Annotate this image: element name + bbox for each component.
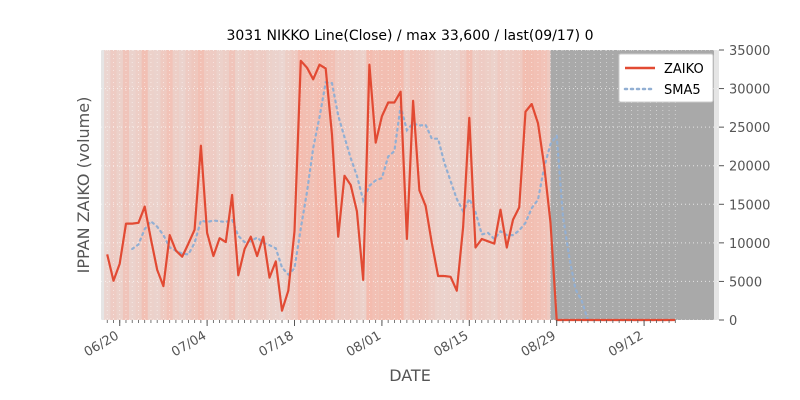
shade-band	[497, 50, 504, 320]
shade-band	[378, 50, 386, 320]
shade-band	[135, 50, 142, 320]
shade-band	[247, 50, 254, 320]
shade-band	[447, 50, 454, 320]
shade-band	[528, 50, 535, 320]
shade-band	[235, 50, 242, 320]
shade-band	[403, 50, 410, 320]
shade-band	[491, 50, 498, 320]
shade-band	[147, 50, 155, 320]
legend: ZAIKO SMA5	[618, 53, 714, 103]
shade-band	[441, 50, 448, 320]
shade-band	[328, 50, 336, 320]
shade-band	[160, 50, 167, 320]
shade-band	[241, 50, 248, 320]
shade-band	[260, 50, 267, 320]
x-tick-label: 08/29	[519, 328, 559, 360]
y-tick-label: 25000	[729, 121, 770, 136]
x-tick-label: 08/01	[344, 328, 384, 360]
shade-band	[291, 50, 298, 320]
shade-band	[285, 50, 292, 320]
x-tick-label: 09/12	[606, 328, 646, 360]
shade-band	[110, 50, 117, 320]
shade-band	[179, 50, 186, 320]
x-tick-label: 08/15	[431, 328, 471, 360]
shade-band	[303, 50, 311, 320]
shade-band	[210, 50, 217, 320]
legend-sma5-label: SMA5	[664, 83, 701, 98]
shade-band	[116, 50, 123, 320]
shade-band	[353, 50, 361, 320]
shade-band	[297, 50, 304, 320]
shade-band	[253, 50, 261, 320]
shade-band	[466, 50, 473, 320]
shade-band	[104, 50, 111, 320]
shade-band	[360, 50, 367, 320]
shade-band	[166, 50, 173, 320]
shade-band	[547, 50, 551, 320]
shade-band	[478, 50, 485, 320]
shade-band	[522, 50, 529, 320]
shade-band	[422, 50, 429, 320]
shade-band	[322, 50, 329, 320]
shade-band	[272, 50, 279, 320]
y-tick-label: 15000	[729, 198, 770, 213]
shade-band	[172, 50, 180, 320]
shade-band	[434, 50, 442, 320]
shade-band	[222, 50, 229, 320]
shade-band	[428, 50, 435, 320]
shade-band	[509, 50, 517, 320]
shade-band	[310, 50, 317, 320]
y-axis-label: IPPAN ZAIKO (volume)	[74, 97, 93, 274]
shade-band	[141, 50, 148, 320]
shade-band	[185, 50, 192, 320]
shade-band	[453, 50, 460, 320]
shade-band	[484, 50, 492, 320]
x-tick-label: 06/20	[82, 328, 122, 360]
shade-band	[372, 50, 379, 320]
chart-title: 3031 NIKKO Line(Close) / max 33,600 / la…	[226, 28, 593, 44]
shade-band	[459, 50, 467, 320]
shade-band	[534, 50, 542, 320]
shade-band	[335, 50, 342, 320]
shade-band	[391, 50, 398, 320]
y-tick-label: 0	[729, 314, 737, 329]
shade-band	[316, 50, 323, 320]
shade-band	[266, 50, 273, 320]
shade-band	[541, 50, 548, 320]
shade-band	[410, 50, 417, 320]
shade-band	[129, 50, 136, 320]
shade-band	[191, 50, 198, 320]
shade-band	[197, 50, 204, 320]
shade-band	[516, 50, 523, 320]
series-lines	[106, 59, 677, 322]
y-tick-label: 10000	[729, 237, 770, 252]
y-tick-label: 20000	[729, 160, 770, 175]
y-tick-label: 5000	[729, 275, 762, 290]
series-sma5	[131, 81, 677, 322]
series-zaiko	[106, 59, 676, 322]
x-tick-label: 07/04	[169, 328, 209, 360]
x-tick-label: 07/18	[257, 328, 297, 360]
shade-band	[216, 50, 223, 320]
shade-band	[204, 50, 211, 320]
shade-band	[472, 50, 479, 320]
shade-band	[122, 50, 130, 320]
legend-zaiko-label: ZAIKO	[664, 62, 704, 77]
shade-band	[397, 50, 404, 320]
volume-shading	[104, 50, 714, 320]
shade-band	[278, 50, 286, 320]
y-tick-label: 35000	[729, 44, 770, 59]
y-tick-label: 30000	[729, 83, 770, 98]
x-axis-label: DATE	[389, 366, 431, 385]
shade-band	[385, 50, 392, 320]
shade-band	[154, 50, 161, 320]
shade-band	[228, 50, 236, 320]
shade-band	[503, 50, 510, 320]
